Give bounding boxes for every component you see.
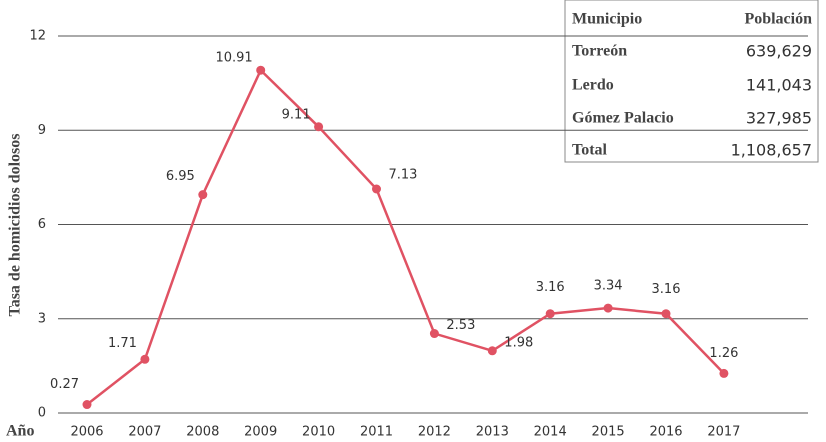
row-name: Torreón — [572, 43, 627, 60]
x-tick-label: 2011 — [360, 425, 393, 440]
x-tick-label: 2007 — [128, 425, 161, 440]
point — [719, 368, 729, 378]
x-tick-label: 2009 — [244, 425, 277, 440]
point — [487, 346, 497, 356]
data-label: 3.16 — [536, 280, 565, 295]
data-label: 3.16 — [652, 282, 681, 297]
y-tick-label: 3 — [38, 311, 46, 326]
point — [82, 400, 92, 410]
x-tick-label: 2010 — [302, 425, 335, 440]
data-label: 9.11 — [282, 107, 311, 122]
y-tick-label: 0 — [38, 406, 46, 421]
row-name: Gómez Palacio — [572, 110, 674, 127]
data-label: 0.27 — [50, 377, 79, 392]
row-value: 327,985 — [746, 109, 812, 128]
y-tick-label: 6 — [38, 217, 46, 232]
row-name: Total — [572, 142, 608, 159]
data-label: 3.34 — [594, 279, 623, 294]
x-tick-label: 2013 — [476, 425, 509, 440]
header-value: Población — [744, 11, 812, 28]
line — [86, 68, 725, 406]
table-box — [564, 0, 819, 163]
x-tick-label: 2014 — [534, 425, 567, 440]
x-tick-label: 2006 — [70, 425, 103, 440]
row-name: Lerdo — [572, 77, 614, 94]
row-value: 639,629 — [746, 42, 812, 61]
data-label: 1.71 — [108, 336, 137, 351]
point — [372, 184, 381, 194]
data-label: 1.26 — [709, 346, 738, 361]
y-tick-label: 9 — [38, 123, 46, 138]
point — [140, 354, 150, 364]
point — [198, 190, 208, 200]
y-axis-label: Tasa de homicidios dolosos — [7, 133, 24, 316]
header-name: Municipio — [572, 11, 642, 28]
data-label: 7.13 — [389, 167, 418, 182]
data-label: 2.53 — [446, 318, 475, 333]
point — [256, 65, 266, 75]
x-tick-label: 2016 — [649, 425, 682, 440]
x-tick-label: 2008 — [186, 425, 219, 440]
row-value: 141,043 — [746, 76, 812, 95]
row-value: 1,108,657 — [731, 141, 812, 160]
y-tick-label: 12 — [29, 29, 46, 44]
x-tick-label: 2015 — [592, 425, 625, 440]
point — [545, 309, 555, 319]
point — [314, 122, 324, 132]
point — [661, 309, 671, 319]
point — [429, 329, 439, 339]
data-label: 6.95 — [166, 169, 195, 184]
point — [603, 303, 613, 313]
data-label: 1.98 — [504, 335, 533, 350]
x-axis-label: Año — [6, 423, 34, 440]
x-tick-label: 2012 — [418, 425, 451, 440]
data-label: 10.91 — [215, 51, 252, 66]
x-tick-label: 2017 — [707, 425, 740, 440]
